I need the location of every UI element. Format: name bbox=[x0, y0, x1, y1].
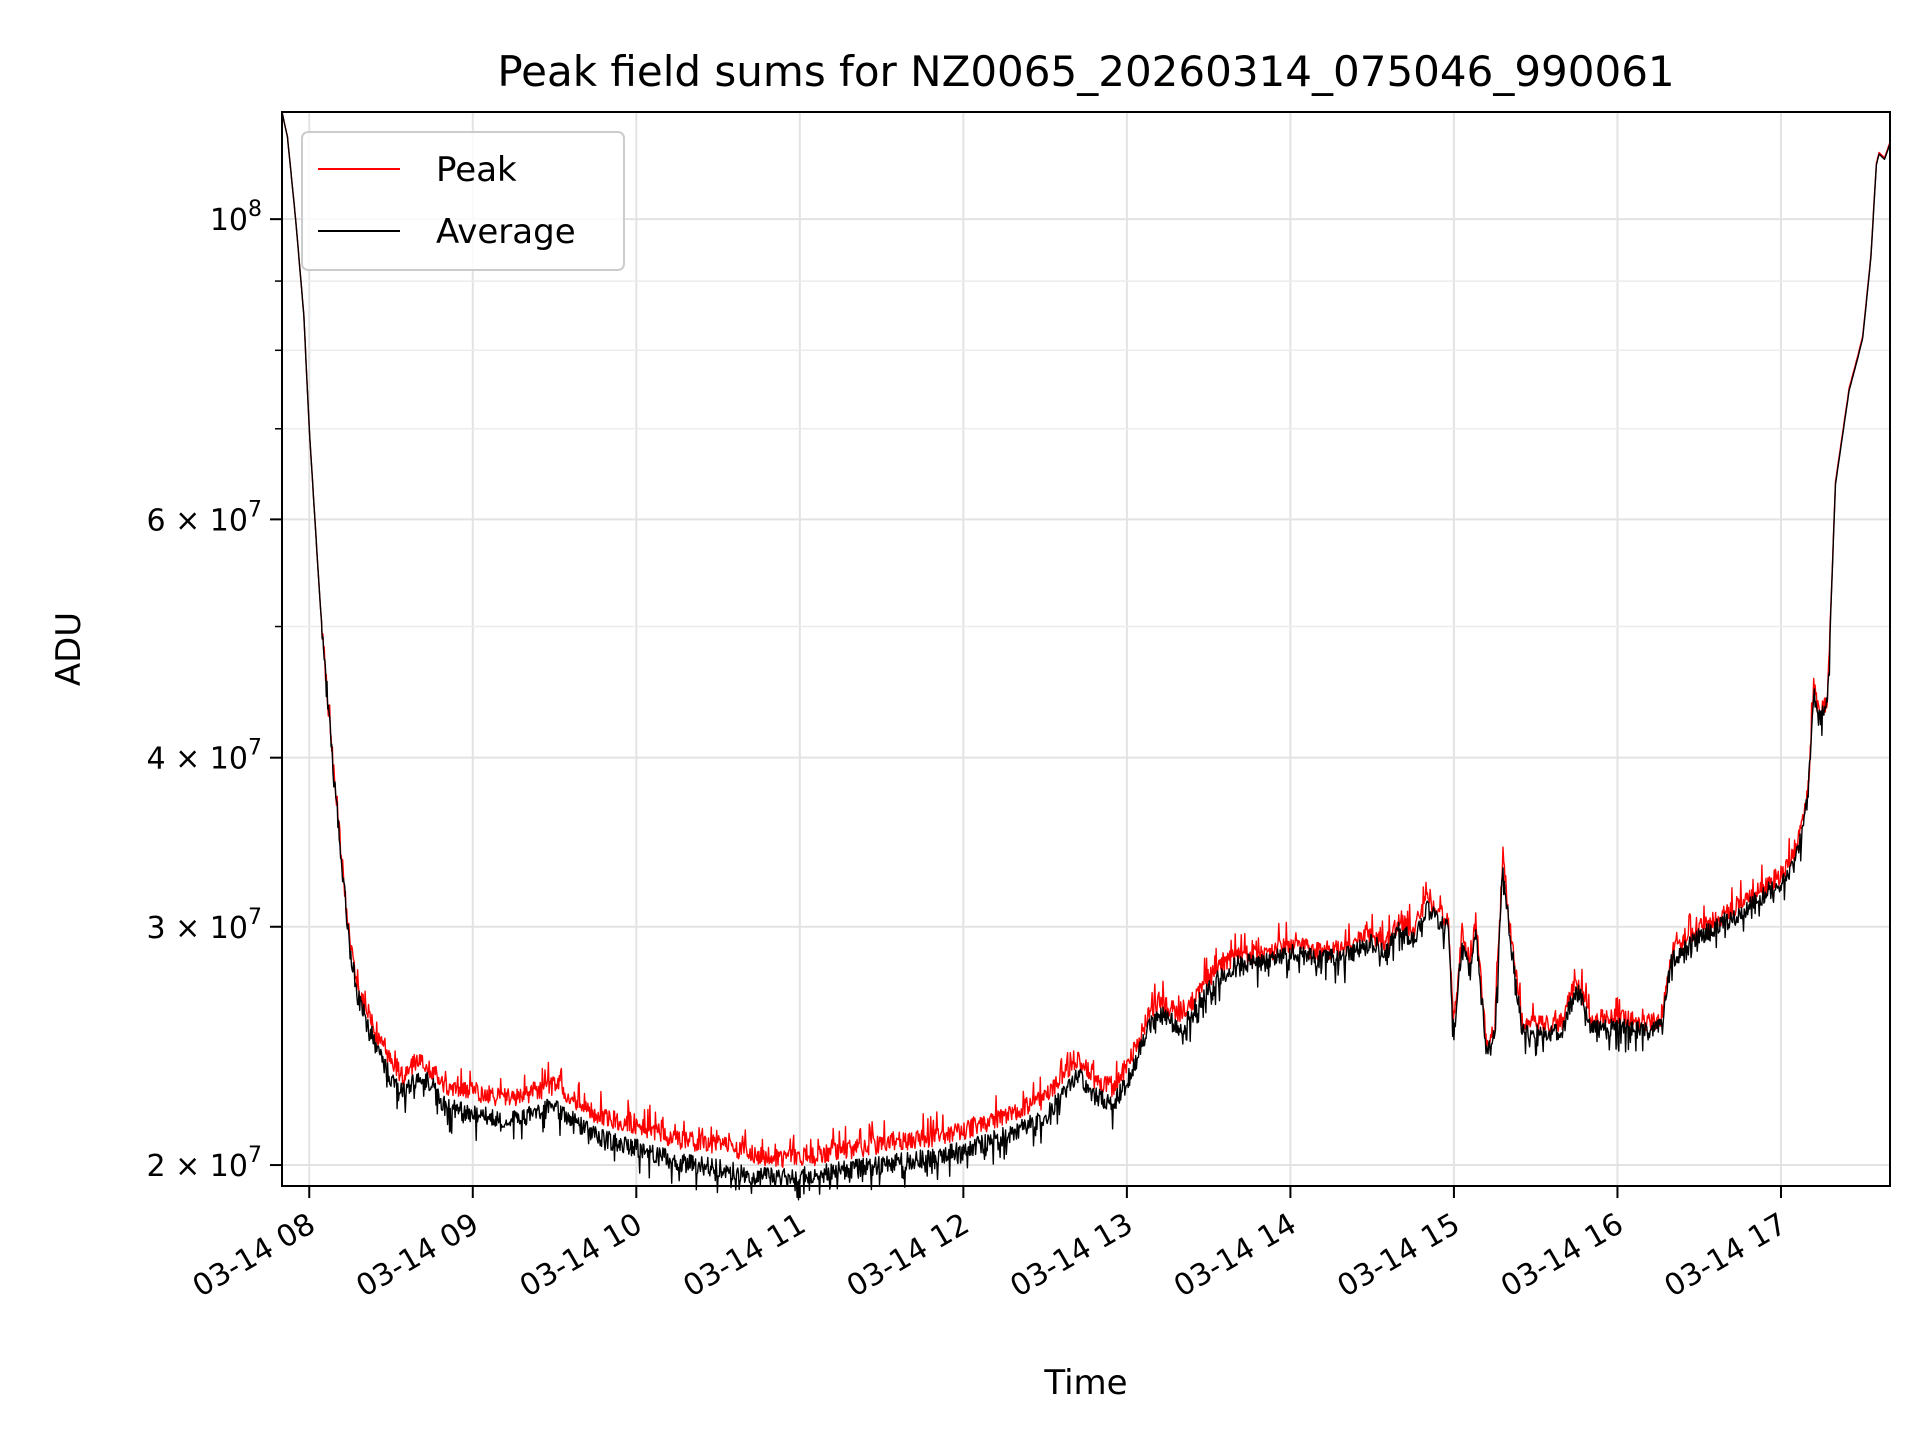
series-line-average bbox=[281, 111, 1891, 1201]
legend: Peak Average bbox=[301, 131, 625, 271]
series-line-peak bbox=[281, 111, 1891, 1168]
legend-label-peak: Peak bbox=[436, 150, 517, 190]
y-tick-label: 2 × 107 bbox=[147, 1143, 262, 1184]
y-tick-label: 6 × 107 bbox=[147, 497, 262, 538]
plot-frame bbox=[281, 111, 1891, 1187]
grid bbox=[282, 112, 1890, 1186]
chart-title: Peak field sums for NZ0065_20260314_0750… bbox=[497, 47, 1674, 96]
series-layer bbox=[281, 111, 1891, 1201]
x-axis-label: Time bbox=[1043, 1363, 1127, 1403]
legend-label-average: Average bbox=[436, 212, 576, 252]
y-axis-label: ADU bbox=[49, 612, 89, 686]
y-tick-label: 3 × 107 bbox=[147, 905, 262, 946]
y-tick-label: 4 × 107 bbox=[147, 736, 262, 777]
legend-box bbox=[301, 131, 625, 271]
